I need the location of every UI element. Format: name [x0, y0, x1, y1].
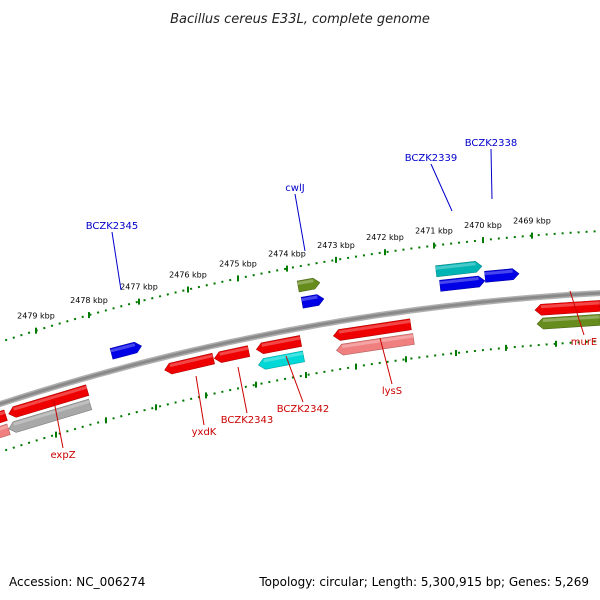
leader-line: [490, 148, 493, 200]
gene-bczk2339[interactable]: [435, 261, 483, 278]
label-bczk2338: BCZK2338: [465, 138, 518, 149]
genome-backbone: [0, 290, 600, 408]
gene-forward-blue[interactable]: [439, 275, 486, 292]
label-lyss: lysS: [382, 386, 402, 397]
label-bczk2342: BCZK2342: [277, 404, 330, 415]
gene-expz[interactable]: [7, 384, 90, 419]
label-yxdk: yxdK: [192, 427, 217, 438]
gene-features: [0, 261, 600, 440]
leader-line: [430, 163, 453, 212]
gene-bczk2338[interactable]: [484, 268, 520, 283]
backbone-line: [0, 290, 600, 408]
label-mure: murE: [571, 337, 598, 348]
leader-line: [379, 337, 393, 385]
label-expz: expZ: [50, 450, 75, 461]
gene-bczk2345[interactable]: [109, 341, 143, 360]
gene-reverse-gray[interactable]: [7, 398, 93, 434]
kbp-label: 2475 kbp: [219, 259, 257, 268]
gene-reverse-red[interactable]: [0, 409, 8, 425]
kbp-label: 2471 kbp: [415, 227, 453, 236]
label-bczk2339: BCZK2339: [405, 153, 458, 164]
kbp-label: 2474 kbp: [268, 250, 306, 259]
kbp-label: 2477 kbp: [120, 283, 158, 292]
gene-lyss[interactable]: [332, 318, 412, 342]
label-cwlj: cwlJ: [285, 183, 304, 194]
gene-reverse-cyan[interactable]: [257, 350, 305, 370]
kbp-label: 2479 kbp: [17, 312, 55, 321]
gene-forward-blue[interactable]: [300, 293, 325, 309]
gene-cwlj[interactable]: [296, 277, 321, 293]
gene-labels: BCZK2345 cwlJ BCZK2339 BCZK2338 expZ yxdK BCZK…: [50, 138, 597, 461]
label-bczk2343: BCZK2343: [221, 415, 274, 426]
gene-reverse-pink[interactable]: [0, 423, 11, 440]
leader-line: [237, 366, 248, 414]
leader-line: [195, 375, 205, 426]
gene-reverse-olive[interactable]: [536, 314, 600, 330]
leader-line: [53, 400, 64, 449]
kbp-label: 2473 kbp: [317, 241, 355, 250]
scale-ticks: 2479 kbp 2478 kbp 2477 kbp 2476 kbp 2475 kbp…: [0, 217, 600, 454]
gene-bczk2343[interactable]: [213, 345, 251, 364]
kbp-label: 2476 kbp: [169, 271, 207, 280]
label-bczk2345: BCZK2345: [86, 221, 139, 232]
gene-mure[interactable]: [534, 300, 600, 316]
gene-bczk2342[interactable]: [255, 335, 302, 355]
gene-reverse-pink[interactable]: [335, 333, 415, 356]
leader-line: [569, 290, 585, 336]
kbp-label: 2469 kbp: [513, 217, 551, 226]
kbp-label: 2478 kbp: [70, 296, 108, 305]
accession-label: Accession: NC_006274: [9, 575, 145, 589]
backbone-line-core: [0, 291, 600, 406]
map-title: Bacillus cereus E33L, complete genome: [170, 12, 430, 27]
topology-label: Topology: circular; Length: 5,300,915 bp…: [258, 575, 589, 589]
leader-line: [111, 231, 122, 291]
leader-line: [294, 193, 306, 252]
upper-tick-track: [0, 230, 600, 344]
kbp-label: 2470 kbp: [464, 221, 502, 230]
gene-yxdk[interactable]: [163, 352, 215, 375]
kbp-label: 2472 kbp: [366, 233, 404, 242]
leader-line: [285, 355, 304, 403]
